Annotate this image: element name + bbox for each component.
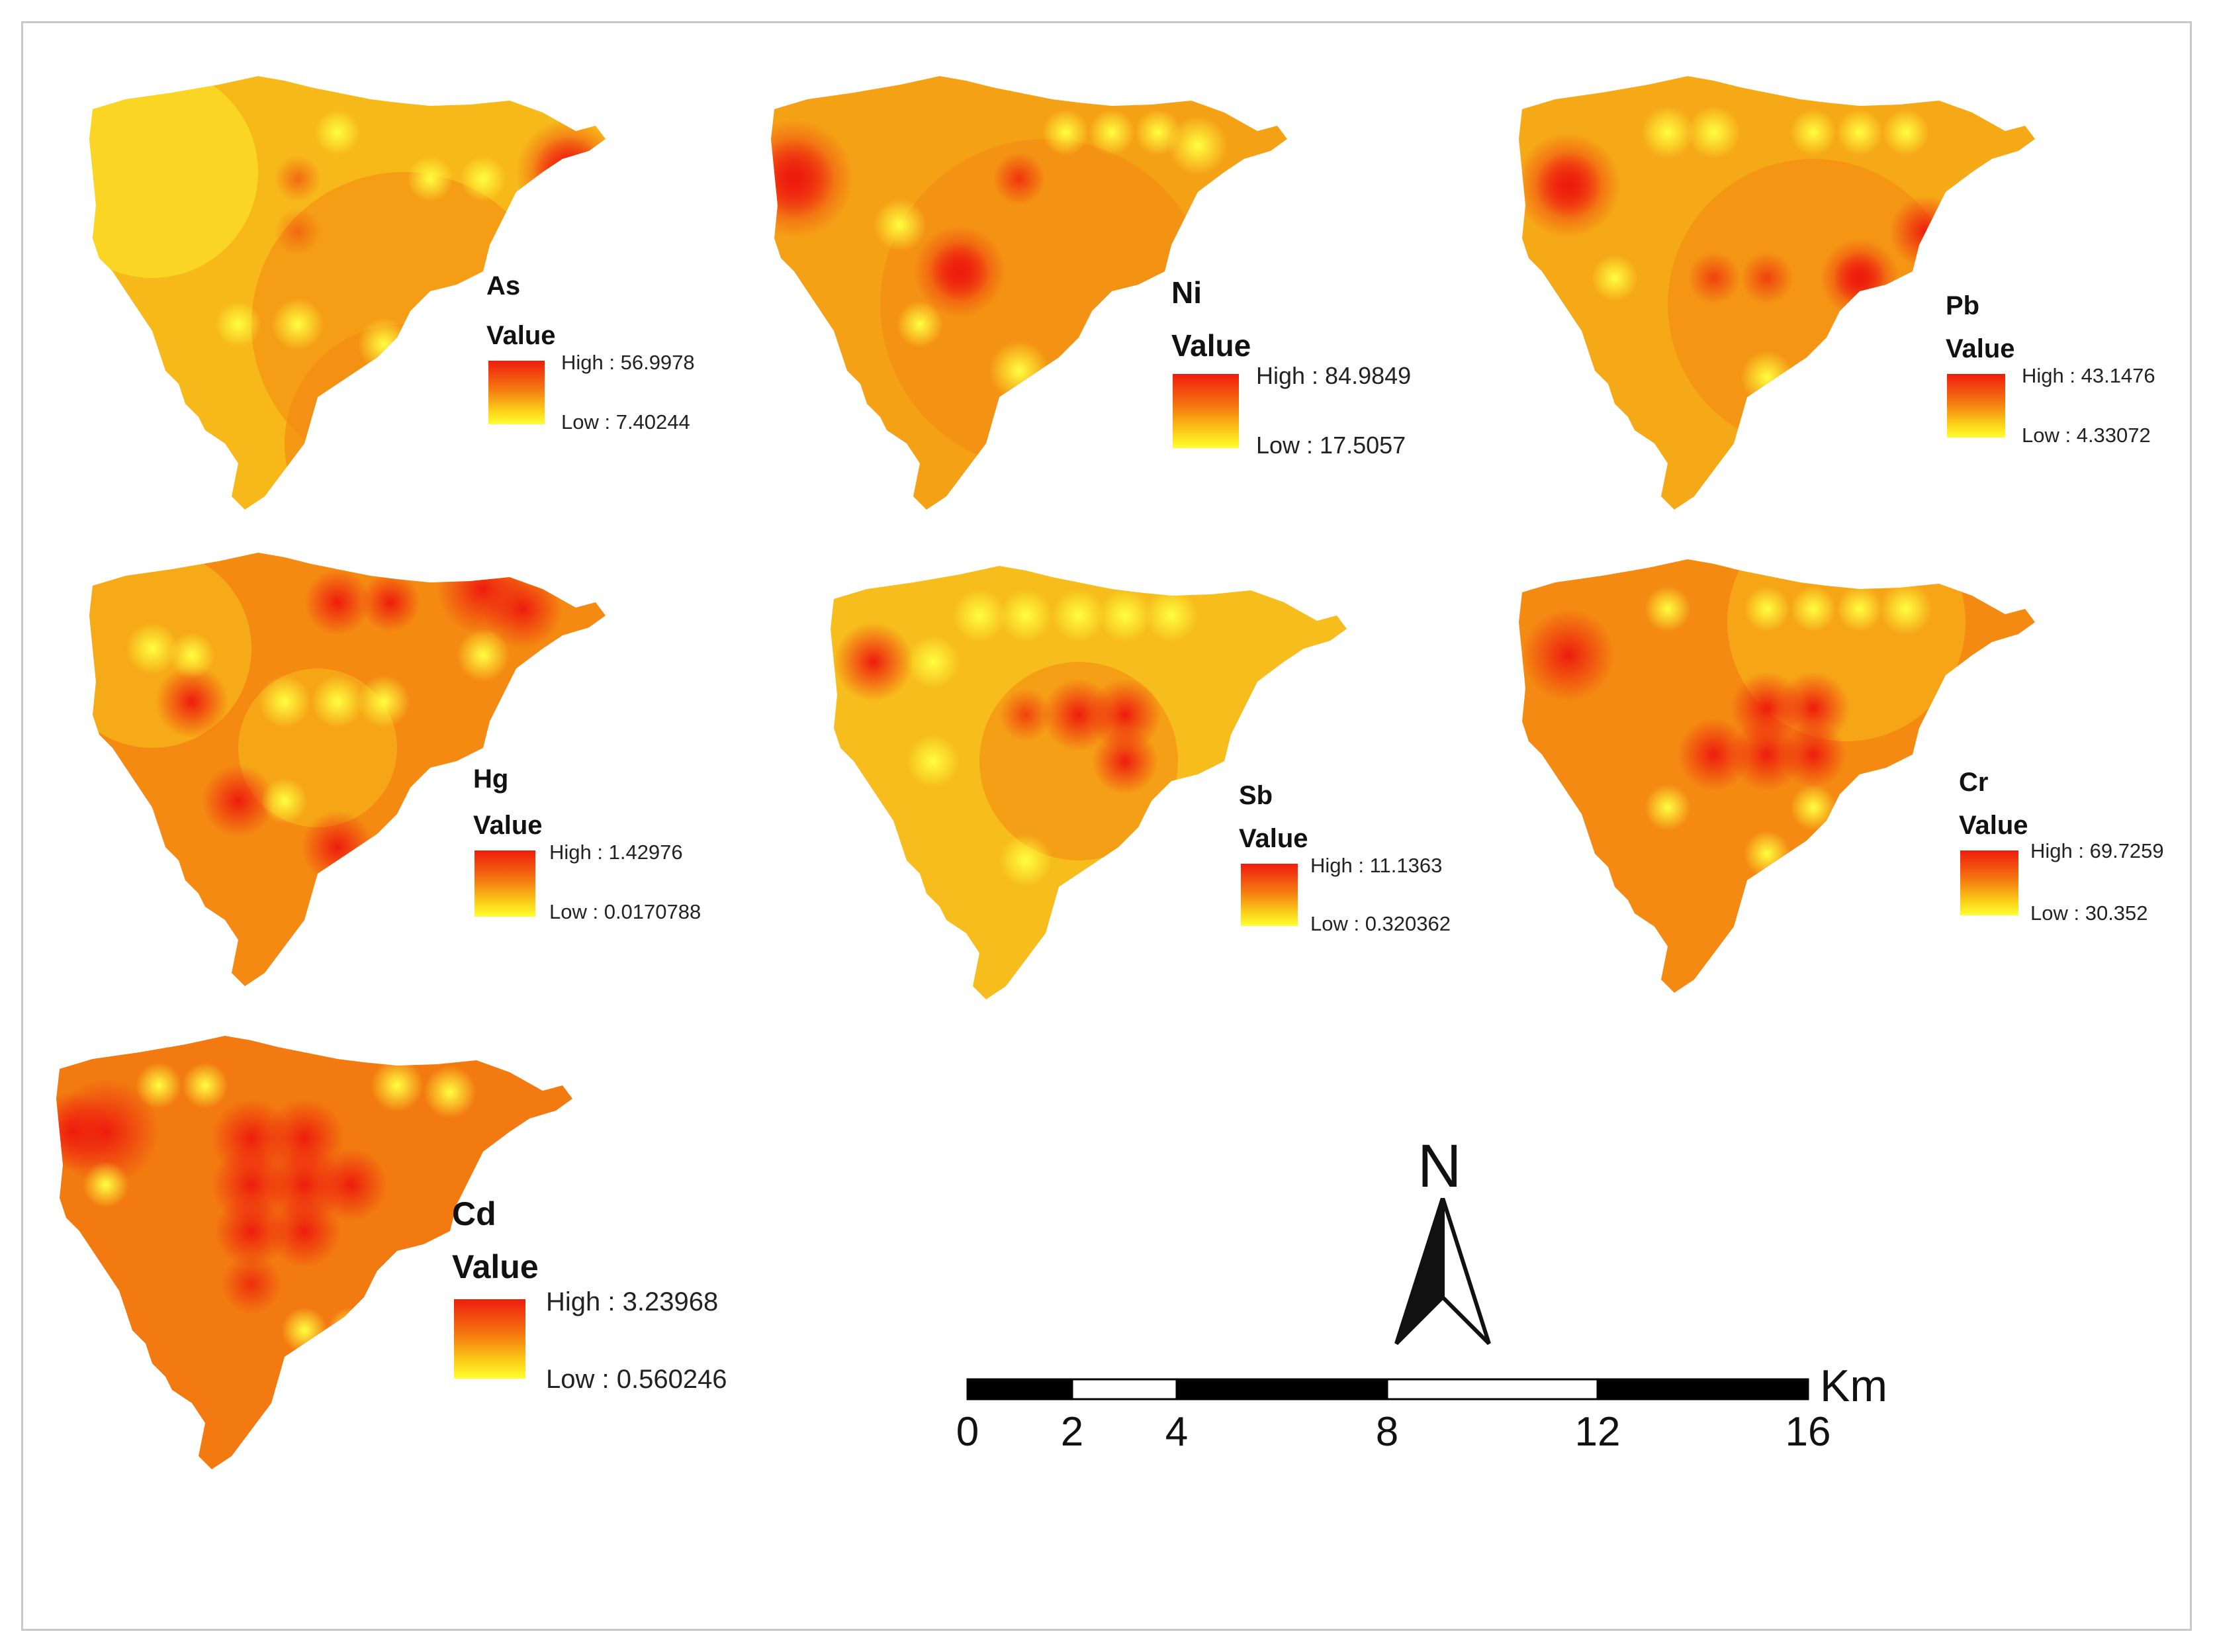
map-panel-ni: Ni Value High : 84.9849 Low : 17.5057 bbox=[768, 73, 1469, 510]
scale-tick: 0 bbox=[956, 1409, 979, 1455]
scale-tick: 8 bbox=[1375, 1409, 1399, 1455]
ni-surface-map bbox=[771, 76, 1287, 510]
legend-title: Value bbox=[1946, 334, 2015, 363]
legend-high: High : 69.7259 bbox=[2030, 839, 2164, 862]
legend-color-ramp bbox=[1947, 374, 2005, 437]
legend-low: Low : 17.5057 bbox=[1256, 432, 1406, 459]
legend-title: Value bbox=[1171, 328, 1251, 363]
map-panel-hg: Hg Value High : 1.42976 Low : 0.0170788 bbox=[86, 549, 748, 986]
map-panel-as: As Value High : 56.9978 Low : 7.40244 bbox=[86, 73, 748, 510]
north-arrow-icon bbox=[1394, 1198, 1491, 1346]
legend-color-ramp bbox=[1960, 850, 2018, 915]
element-name: As bbox=[486, 271, 521, 300]
legend-low: Low : 0.560246 bbox=[546, 1365, 727, 1394]
scale-tick: 2 bbox=[1060, 1409, 1084, 1455]
legend-low: Low : 7.40244 bbox=[561, 410, 690, 434]
legend-title: Value bbox=[486, 321, 556, 350]
element-name: Cd bbox=[452, 1195, 496, 1232]
legend-color-ramp bbox=[475, 850, 535, 917]
element-name: Cr bbox=[1959, 768, 1989, 797]
legend-title: Value bbox=[473, 811, 543, 840]
legend-high: High : 3.23968 bbox=[546, 1287, 719, 1316]
element-name: Hg bbox=[473, 764, 509, 794]
element-name: Ni bbox=[1171, 275, 1202, 310]
legend-high: High : 56.9978 bbox=[561, 351, 695, 374]
legend-low: Low : 0.320362 bbox=[1310, 912, 1451, 935]
legend-low: Low : 30.352 bbox=[2030, 901, 2148, 925]
legend-high: High : 11.1363 bbox=[1310, 854, 1443, 877]
legend-color-ramp bbox=[454, 1299, 525, 1379]
north-label: N bbox=[1418, 1132, 1462, 1200]
legend-title: Value bbox=[452, 1248, 539, 1285]
legend-title: Value bbox=[1239, 824, 1308, 853]
map-panel-sb: Sb Value High : 11.1363 Low : 0.320362 bbox=[827, 563, 1489, 999]
element-name: Sb bbox=[1239, 781, 1273, 810]
map-panel-cd: Cd Value High : 3.23968 Low : 0.560246 bbox=[53, 1032, 781, 1469]
legend-low: Low : 4.33072 bbox=[2022, 424, 2151, 447]
cd-surface-map bbox=[56, 1036, 572, 1469]
hg-surface-map bbox=[89, 553, 606, 986]
legend-title: Value bbox=[1959, 811, 2028, 840]
legend-high: High : 1.42976 bbox=[549, 841, 683, 864]
legend-color-ramp bbox=[1173, 374, 1239, 448]
legend-high: High : 43.1476 bbox=[2022, 364, 2155, 387]
map-panel-cr: Cr Value High : 69.7259 Low : 30.352 bbox=[1515, 556, 2204, 993]
map-frame bbox=[21, 21, 2192, 1631]
map-panel-pb: Pb Value High : 43.1476 Low : 4.33072 bbox=[1515, 73, 2204, 510]
as-surface-map bbox=[89, 76, 606, 510]
scale-bar: Km 0 2 4 8 12 16 bbox=[956, 1361, 1906, 1469]
legend-low: Low : 0.0170788 bbox=[549, 900, 701, 923]
scale-tick: 4 bbox=[1165, 1409, 1189, 1455]
legend-color-ramp bbox=[488, 361, 545, 424]
cr-surface-map bbox=[1519, 559, 2035, 993]
scale-tick: 12 bbox=[1574, 1409, 1621, 1455]
legend-high: High : 84.9849 bbox=[1256, 362, 1412, 389]
element-name: Pb bbox=[1946, 291, 1980, 320]
scale-tick: 16 bbox=[1785, 1409, 1831, 1455]
scale-bar-graphic bbox=[966, 1378, 1809, 1400]
legend-color-ramp bbox=[1241, 864, 1298, 926]
north-arrow: N bbox=[1390, 1132, 1496, 1357]
sb-surface-map bbox=[831, 566, 1347, 999]
scale-unit: Km bbox=[1820, 1361, 1887, 1411]
